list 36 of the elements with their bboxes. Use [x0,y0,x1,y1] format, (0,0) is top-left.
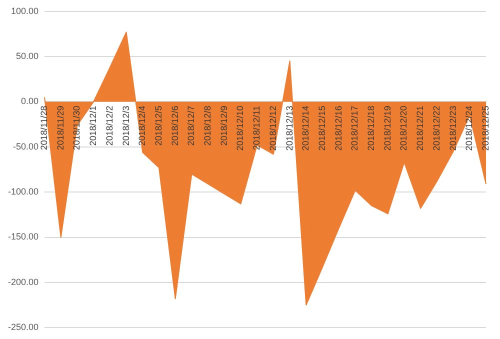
y-tick-label: -250.00 [8,322,39,332]
x-tick-label: 2018/12/20 [398,106,409,151]
x-tick-label: 2018/12/25 [480,106,490,151]
y-tick-label: -200.00 [8,276,39,287]
y-tick-label: 100.00 [10,6,39,16]
y-tick-label: 0.00 [20,96,39,106]
x-tick-label: 2018/12/17 [350,106,360,151]
x-tick-label: 2018/12/11 [252,106,262,150]
x-tick-label: 2018/12/12 [268,106,278,151]
x-tick-label: 2018/12/15 [316,106,327,151]
y-tick-label: -150.00 [8,232,39,242]
x-tick-label: 2018/12/19 [382,106,392,151]
x-tick-label: 2018/12/10 [235,106,246,151]
x-tick-label: 2018/11/30 [72,106,82,150]
x-tick-label: 2018/12/13 [284,106,294,151]
y-tick-label: -100.00 [8,186,39,197]
x-tick-label: 2018/12/4 [137,106,148,146]
x-tick-label: 2018/12/18 [366,106,376,151]
y-tick-label: 50.00 [16,51,39,62]
x-tick-label: 2018/12/8 [202,106,213,146]
x-tick-label: 2018/12/6 [170,106,180,146]
x-tick-label: 2018/12/23 [448,106,458,151]
x-tick-label: 2018/12/9 [218,106,229,146]
x-tick-label: 2018/12/21 [415,106,426,151]
x-tick-label: 2018/12/14 [300,106,311,151]
x-tick-label: 2018/12/5 [153,106,164,146]
x-tick-label: 2018/12/1 [88,106,98,146]
x-tick-label: 2018/12/24 [464,106,474,151]
x-tick-label: 2018/12/22 [431,106,442,151]
y-tick-label: -50.00 [12,141,39,152]
x-tick-label: 2018/12/3 [120,106,131,146]
x-tick-label: 2018/12/7 [186,106,196,146]
x-tick-label: 2018/12/16 [333,106,344,151]
x-tick-label: 2018/11/28 [39,106,50,150]
x-tick-label: 2018/11/29 [55,106,66,150]
x-tick-label: 2018/12/2 [104,106,114,146]
